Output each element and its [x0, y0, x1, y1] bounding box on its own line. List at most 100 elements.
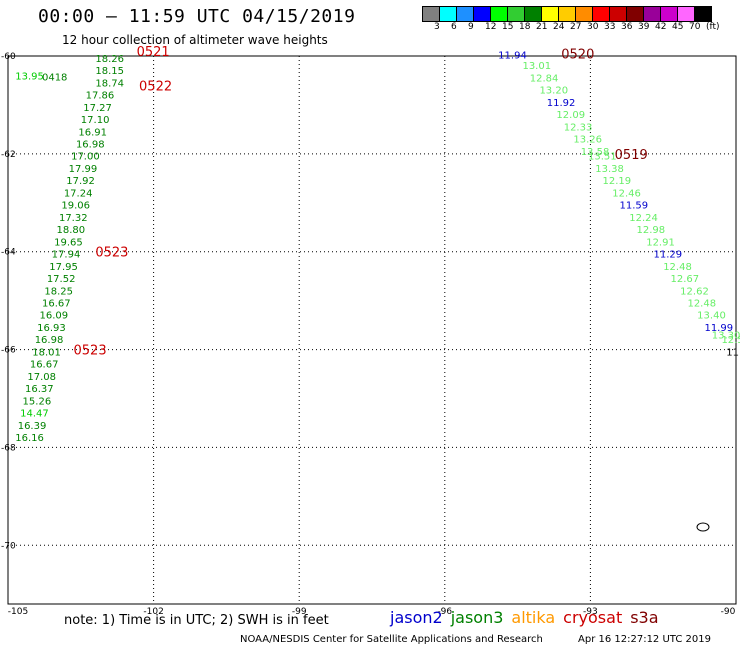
pass-time-label: 0523 [74, 343, 107, 358]
lat-tick-label: -64 [1, 248, 16, 258]
lat-tick-label: -66 [1, 346, 16, 356]
swh-value-west: 16.16 [15, 433, 44, 444]
swh-value-west: 19.65 [54, 237, 83, 248]
swh-value-west: 17.32 [59, 213, 88, 224]
swh-value-west: 17.00 [71, 152, 100, 163]
swh-value-west: 17.27 [83, 103, 112, 114]
legend-label-11: 36 [621, 22, 633, 32]
swh-value-east: 12.5 [721, 335, 740, 346]
legend-swatch-2 [457, 7, 474, 21]
swh-value-west: 17.99 [69, 164, 98, 175]
legend-label-1: 6 [451, 22, 457, 32]
lon-tick-label: -90 [721, 607, 736, 617]
swh-value-east: 12.46 [612, 188, 641, 199]
swh-value-west: 18.01 [32, 347, 61, 358]
legend-swatch-10 [593, 7, 610, 21]
footer-note: note: 1) Time is in UTC; 2) SWH is in fe… [64, 613, 329, 628]
island-outline [696, 522, 710, 532]
legend-swatch-4 [491, 7, 508, 21]
swh-value-east: 12.09 [556, 110, 585, 121]
swh-value-west: 19.06 [61, 201, 90, 212]
swh-value-east: 11.92 [547, 98, 576, 109]
swh-value-west: 15.26 [23, 396, 52, 407]
swh-value-east: 12.33 [564, 122, 593, 133]
legend-swatch-0 [423, 7, 440, 21]
lon-tick-label: -99 [292, 607, 307, 617]
swh-value-west: 16.37 [25, 384, 54, 395]
lon-tick-label: -105 [8, 607, 28, 617]
legend-label-13: 42 [655, 22, 667, 32]
swh-value-west: 17.94 [52, 250, 81, 261]
credit-line: NOAA/NESDIS Center for Satellite Applica… [240, 634, 543, 645]
legend-swatch-12 [627, 7, 644, 21]
swh-value-west: 16.39 [18, 421, 47, 432]
pass-time-label: 0523 [95, 246, 128, 261]
swh-value-east: 12.98 [637, 225, 666, 236]
swh-value-west: 17.86 [86, 91, 115, 102]
pass-time-label: 0519 [615, 148, 648, 163]
swh-value-east: 11 [726, 347, 739, 358]
satellite-altika: altika [511, 608, 556, 627]
swh-value-east: 12.62 [680, 286, 709, 297]
map-title: 00:00 – 11:59 UTC 04/15/2019 [38, 6, 356, 27]
swh-value-east: 12.67 [670, 274, 699, 285]
swh-value-east: 13.30 [712, 330, 740, 341]
swh-value-east: 11.29 [653, 250, 682, 261]
swh-value-west: 18.15 [95, 66, 124, 77]
legend-label-14: 45 [672, 22, 684, 32]
lat-tick-label: -62 [1, 150, 16, 160]
legend-label-10: 33 [604, 22, 616, 32]
swh-value-west: 17.10 [81, 115, 110, 126]
legend-swatch-5 [508, 7, 525, 21]
satellite-s3a: s3a [630, 608, 659, 627]
swh-value-east: 12.84 [530, 73, 559, 84]
generated-timestamp: Apr 16 12:27:12 UTC 2019 [578, 634, 711, 645]
legend-label-5: 18 [519, 22, 531, 32]
legend-label-7: 24 [553, 22, 565, 32]
legend-swatch-14 [661, 7, 678, 21]
swh-value-east: 13.40 [697, 311, 726, 322]
swh-value-west: 13.95 [15, 71, 44, 82]
swh-value-west: 17.92 [66, 176, 95, 187]
pass-time-label: 0521 [137, 45, 170, 60]
legend-label-4: 15 [502, 22, 514, 32]
swh-value-east: 12.48 [687, 299, 716, 310]
legend-swatch-6 [525, 7, 542, 21]
legend-swatch-13 [644, 7, 661, 21]
swh-value-east: 13.38 [595, 164, 624, 175]
lat-tick-label: -70 [1, 541, 16, 551]
swh-value-east: 12.24 [629, 213, 658, 224]
lat-tick-label: -60 [1, 52, 16, 62]
swh-value-west: 18.25 [44, 286, 73, 297]
swh-value-west: 17.52 [47, 274, 76, 285]
swh-value-east: 13.20 [539, 86, 568, 97]
satellite-jason3: jason3 [450, 608, 504, 627]
swh-value-east: 13.58 [581, 147, 610, 158]
satellite-legend: jason2 jason3 altika cryosat s3a [390, 608, 667, 627]
lon-tick-label: -93 [583, 607, 598, 617]
legend-swatch-16 [695, 7, 711, 21]
swh-value-west: 16.98 [35, 335, 64, 346]
pass-time-label: 0520 [561, 47, 594, 62]
satellite-jason2: jason2 [390, 608, 443, 627]
swh-value-west: 0418 [42, 72, 67, 83]
swh-value-west: 16.67 [42, 299, 71, 310]
legend-label-9: 30 [587, 22, 599, 32]
swh-value-west: 17.08 [27, 372, 56, 383]
swh-value-west: 16.91 [78, 127, 107, 138]
swh-value-west: 17.24 [64, 188, 93, 199]
legend-label-0: 3 [434, 22, 440, 32]
swh-value-west: 18.26 [95, 54, 124, 65]
swh-value-west: 16.93 [37, 323, 66, 334]
swh-value-east: 12.48 [663, 262, 692, 273]
legend-swatch-15 [678, 7, 695, 21]
legend-swatch-9 [576, 7, 593, 21]
swh-value-east: 13.51 [588, 152, 617, 163]
legend-swatch-8 [559, 7, 576, 21]
map-subtitle: 12 hour collection of altimeter wave hei… [62, 33, 328, 47]
legend-label-16: (ft) [706, 22, 720, 32]
legend-label-6: 21 [536, 22, 548, 32]
swh-value-east: 12.91 [646, 237, 675, 248]
legend-label-2: 9 [468, 22, 474, 32]
